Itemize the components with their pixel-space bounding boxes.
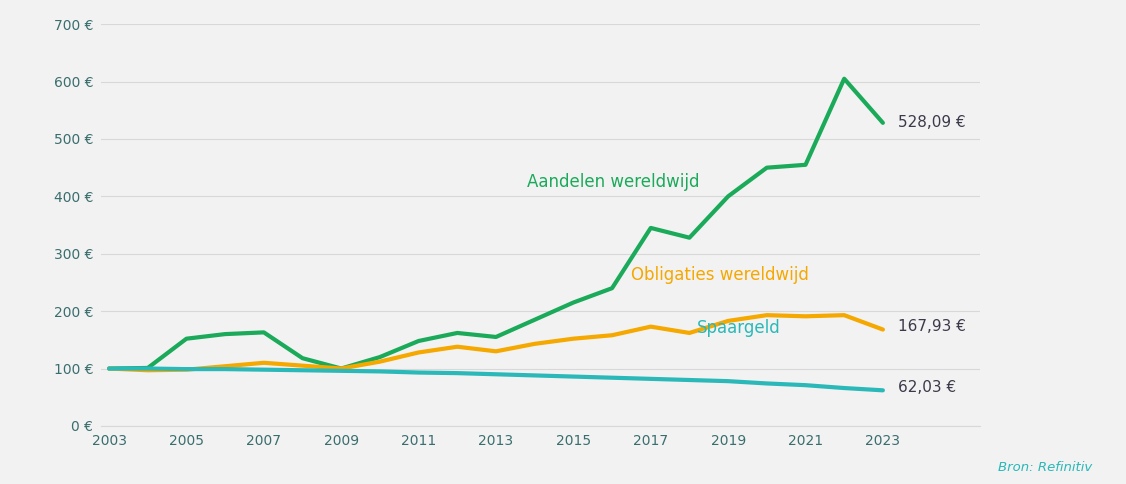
Text: 528,09 €: 528,09 € bbox=[899, 115, 966, 130]
Text: Aandelen wereldwijd: Aandelen wereldwijd bbox=[527, 173, 699, 191]
Text: 62,03 €: 62,03 € bbox=[899, 380, 956, 395]
Text: Spaargeld: Spaargeld bbox=[697, 319, 781, 337]
Text: Obligaties wereldwijd: Obligaties wereldwijd bbox=[632, 266, 810, 284]
Text: Bron: Refinitiv: Bron: Refinitiv bbox=[998, 461, 1092, 474]
Text: 167,93 €: 167,93 € bbox=[899, 319, 966, 334]
